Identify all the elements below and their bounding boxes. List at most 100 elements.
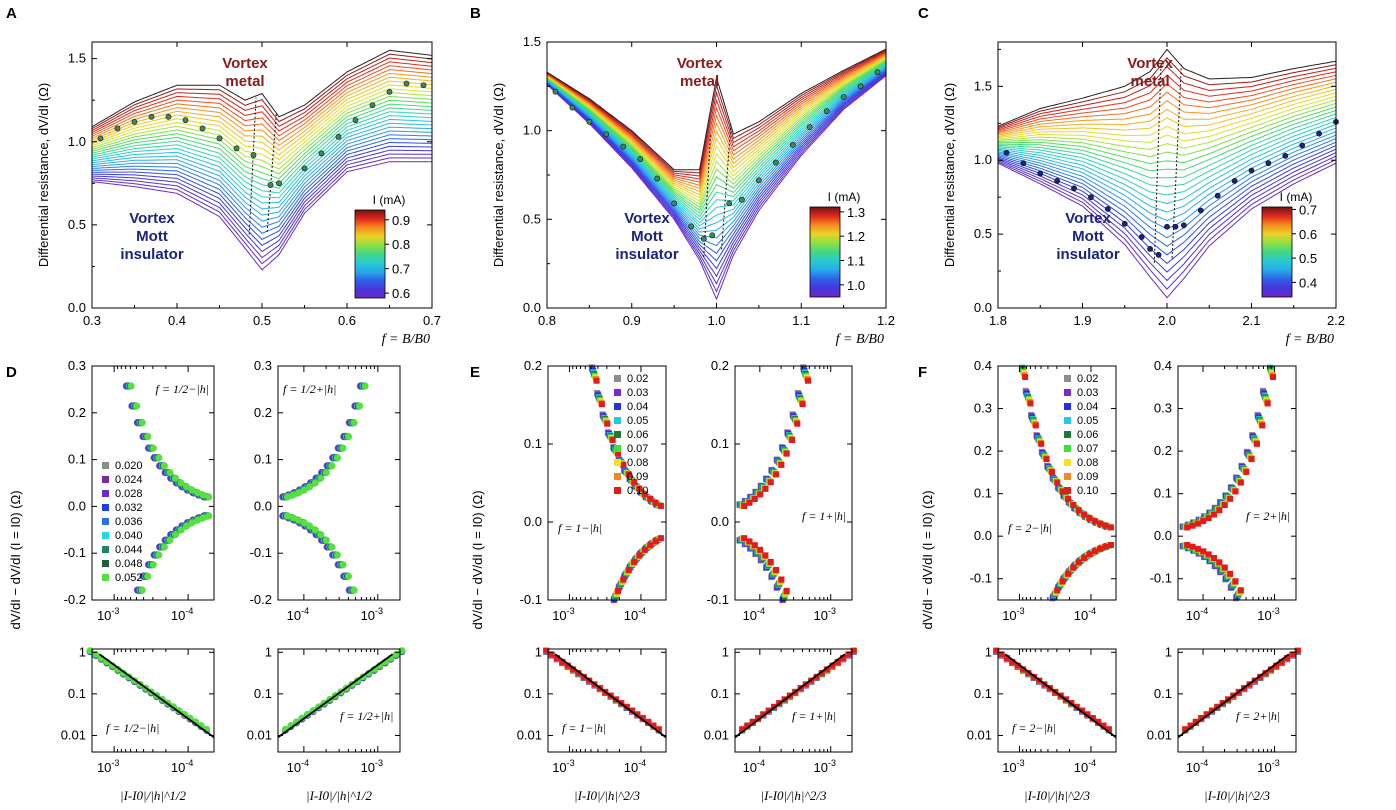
data-marker — [131, 118, 138, 125]
data-point — [629, 707, 636, 714]
data-point — [344, 432, 353, 441]
data-point — [1221, 502, 1228, 509]
data-point — [114, 665, 122, 673]
subplot-upper-left: 0.3 0.2 0.1 0.0 -0.1 -0.2 f = 1/2−|h| 10-3 10-4 — [64, 358, 215, 623]
data-point — [144, 432, 152, 441]
data-point — [1289, 651, 1296, 658]
data-point — [1227, 570, 1234, 577]
legend-label: 0.028 — [115, 488, 143, 500]
legend-swatch — [102, 574, 109, 581]
y-tick-label: 1.5 — [68, 51, 86, 66]
panel-letter: D — [6, 364, 17, 381]
data-point — [283, 512, 292, 520]
series-line — [546, 53, 887, 186]
legend-label: 0.08 — [627, 457, 648, 469]
x-tick-label: 10-4 — [1186, 758, 1208, 775]
y-tick-label: 0.0 — [68, 498, 86, 513]
data-point — [1237, 479, 1244, 486]
series-line — [91, 149, 432, 253]
data-marker — [688, 223, 694, 230]
series-line — [92, 142, 433, 241]
series-line — [91, 126, 433, 216]
data-point — [339, 444, 347, 452]
x-tick-label: 10-4 — [171, 606, 193, 623]
y-tick-label: 0.1 — [524, 436, 542, 451]
series-line — [91, 84, 433, 161]
data-point — [762, 485, 769, 492]
data-point — [650, 722, 657, 729]
y-tick-label: 1 — [722, 644, 729, 659]
data-point — [182, 522, 191, 530]
subplot-upper-right: 0.4 0.3 0.2 0.1 0.0 -0.1 f = 2+|h| 10-4 10-3 — [1150, 358, 1297, 623]
data-point — [182, 483, 191, 491]
series-line — [997, 138, 1337, 239]
data-point — [1216, 507, 1223, 514]
series-line — [91, 122, 433, 210]
legend-swatch — [614, 487, 621, 494]
data-point — [746, 499, 753, 506]
data-point — [1253, 440, 1260, 447]
data-point — [1095, 718, 1102, 725]
x-axis-label: |I-I0|/|h|^1/2 — [120, 788, 186, 803]
series-line — [546, 56, 887, 199]
data-point — [306, 522, 314, 530]
series-line — [546, 62, 887, 218]
legend-label: 0.05 — [1077, 415, 1098, 427]
series-line — [997, 127, 1337, 213]
y-tick-label: -0.2 — [250, 592, 272, 607]
data-point — [1054, 587, 1061, 594]
data-point — [639, 715, 646, 722]
data-point — [177, 479, 185, 487]
data-marker — [369, 102, 376, 109]
legend-swatch — [614, 389, 621, 396]
x-tick-label: 10-3 — [1002, 606, 1024, 623]
data-marker — [250, 152, 257, 158]
series-line — [546, 73, 887, 285]
x-tick-label: 1.9 — [1073, 313, 1091, 328]
data-point — [1198, 715, 1205, 722]
y-tick-label: 0.5 — [68, 217, 86, 232]
series-line — [997, 65, 1337, 130]
data-marker — [165, 113, 172, 120]
series-line — [91, 138, 433, 234]
legend-swatch — [1064, 403, 1071, 410]
x-tick-label: 2.2 — [1327, 313, 1345, 328]
data-point — [625, 471, 632, 478]
colorbar — [1261, 206, 1293, 298]
data-point — [155, 454, 163, 462]
colorbar-tick-label: 0.7 — [1299, 202, 1317, 217]
data-marker — [182, 117, 189, 124]
x-tick-label: 10-3 — [361, 758, 383, 775]
data-point — [1075, 559, 1082, 566]
data-point — [155, 551, 163, 559]
data-point — [641, 546, 648, 553]
y-tick-label: 0.4 — [1154, 358, 1172, 373]
data-point — [1232, 488, 1239, 495]
y-tick-label: -0.1 — [1150, 571, 1172, 586]
fit-line — [98, 653, 215, 739]
legend-label: 0.06 — [1077, 429, 1098, 441]
data-point — [300, 486, 308, 494]
data-point — [1022, 374, 1029, 381]
x-tick-label: 0.5 — [253, 313, 271, 328]
data-point — [1097, 520, 1104, 527]
y-tick-label: -0.1 — [970, 571, 992, 586]
data-marker — [755, 177, 762, 184]
series-line — [997, 78, 1337, 134]
data-point — [1232, 578, 1239, 585]
series-line — [997, 120, 1337, 196]
series-line — [998, 106, 1337, 165]
data-point — [805, 377, 812, 384]
data-point — [636, 552, 643, 559]
data-point — [1243, 468, 1250, 475]
subplot-lower-left: 1 0.1 0.01 f = 2−|h| 10-3 10-4 |I-I0|/|h|^2/3 — [967, 644, 1117, 803]
legend-swatch — [1064, 431, 1071, 438]
data-point — [1200, 518, 1207, 525]
x-tick-label: 10-4 — [624, 606, 646, 623]
data-point — [311, 526, 319, 534]
x-tick-label: 0.6 — [338, 313, 356, 328]
data-point — [1059, 488, 1066, 495]
y-tick-label: 0.1 — [974, 686, 992, 701]
data-point — [615, 450, 622, 457]
series-line — [546, 75, 887, 301]
